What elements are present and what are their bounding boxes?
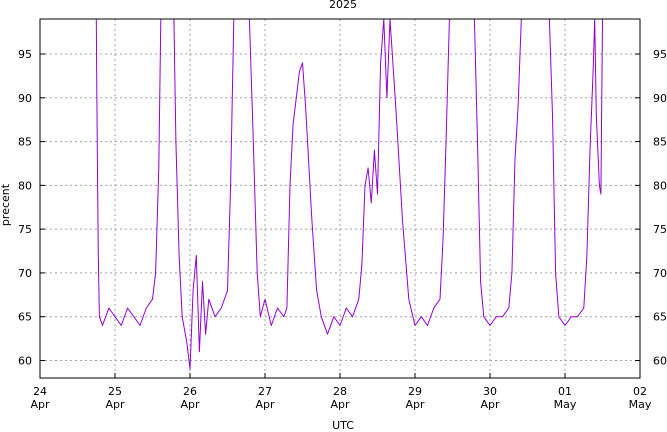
x-tick-day-label: 25 <box>108 385 122 398</box>
y-tick-label-right: 95 <box>653 48 667 61</box>
y-tick-label-right: 70 <box>653 267 667 280</box>
x-axis-title: UTC <box>332 419 354 432</box>
y-tick-label-right: 80 <box>653 179 667 192</box>
x-tick-day-label: 01 <box>558 385 572 398</box>
y-tick-label-right: 85 <box>653 136 667 149</box>
x-tick-month-label: May <box>629 398 652 411</box>
y-tick-label: 70 <box>18 267 32 280</box>
x-tick-day-label: 28 <box>333 385 347 398</box>
x-tick-month-label: Apr <box>30 398 50 411</box>
x-tick-day-label: 30 <box>483 385 497 398</box>
y-axis-ticks: 60 60 65 65 70 70 75 75 80 80 85 85 90 90 95 95 <box>18 48 667 367</box>
y-tick-label-right: 75 <box>653 223 667 236</box>
x-tick-day-label: 27 <box>258 385 272 398</box>
y-tick-label: 75 <box>18 223 32 236</box>
x-tick-day-label: 26 <box>183 385 197 398</box>
x-tick-month-label: Apr <box>330 398 350 411</box>
chart-title: 2025 <box>329 0 357 11</box>
y-tick-label: 80 <box>18 179 32 192</box>
x-tick-month-label: May <box>554 398 577 411</box>
y-tick-label-right: 65 <box>653 311 667 324</box>
x-tick-month-label: Apr <box>255 398 275 411</box>
y-tick-label: 60 <box>18 354 32 367</box>
y-tick-label: 65 <box>18 311 32 324</box>
x-tick-month-label: Apr <box>180 398 200 411</box>
x-tick-month-label: Apr <box>105 398 125 411</box>
y-tick-label: 85 <box>18 136 32 149</box>
grid <box>40 19 640 378</box>
x-tick-day-label: 29 <box>408 385 422 398</box>
x-tick-day-label: 02 <box>633 385 647 398</box>
y-axis-title: precent <box>0 183 12 226</box>
y-tick-label-right: 90 <box>653 92 667 105</box>
series-group <box>95 19 603 370</box>
x-axis-ticks: 24Apr25Apr26Apr27Apr28Apr29Apr30Apr01May… <box>30 373 652 411</box>
x-tick-day-label: 24 <box>33 385 47 398</box>
series-line <box>95 19 603 370</box>
x-tick-month-label: Apr <box>480 398 500 411</box>
x-tick-month-label: Apr <box>405 398 425 411</box>
y-tick-label: 90 <box>18 92 32 105</box>
y-tick-label-right: 60 <box>653 354 667 367</box>
y-tick-label: 95 <box>18 48 32 61</box>
